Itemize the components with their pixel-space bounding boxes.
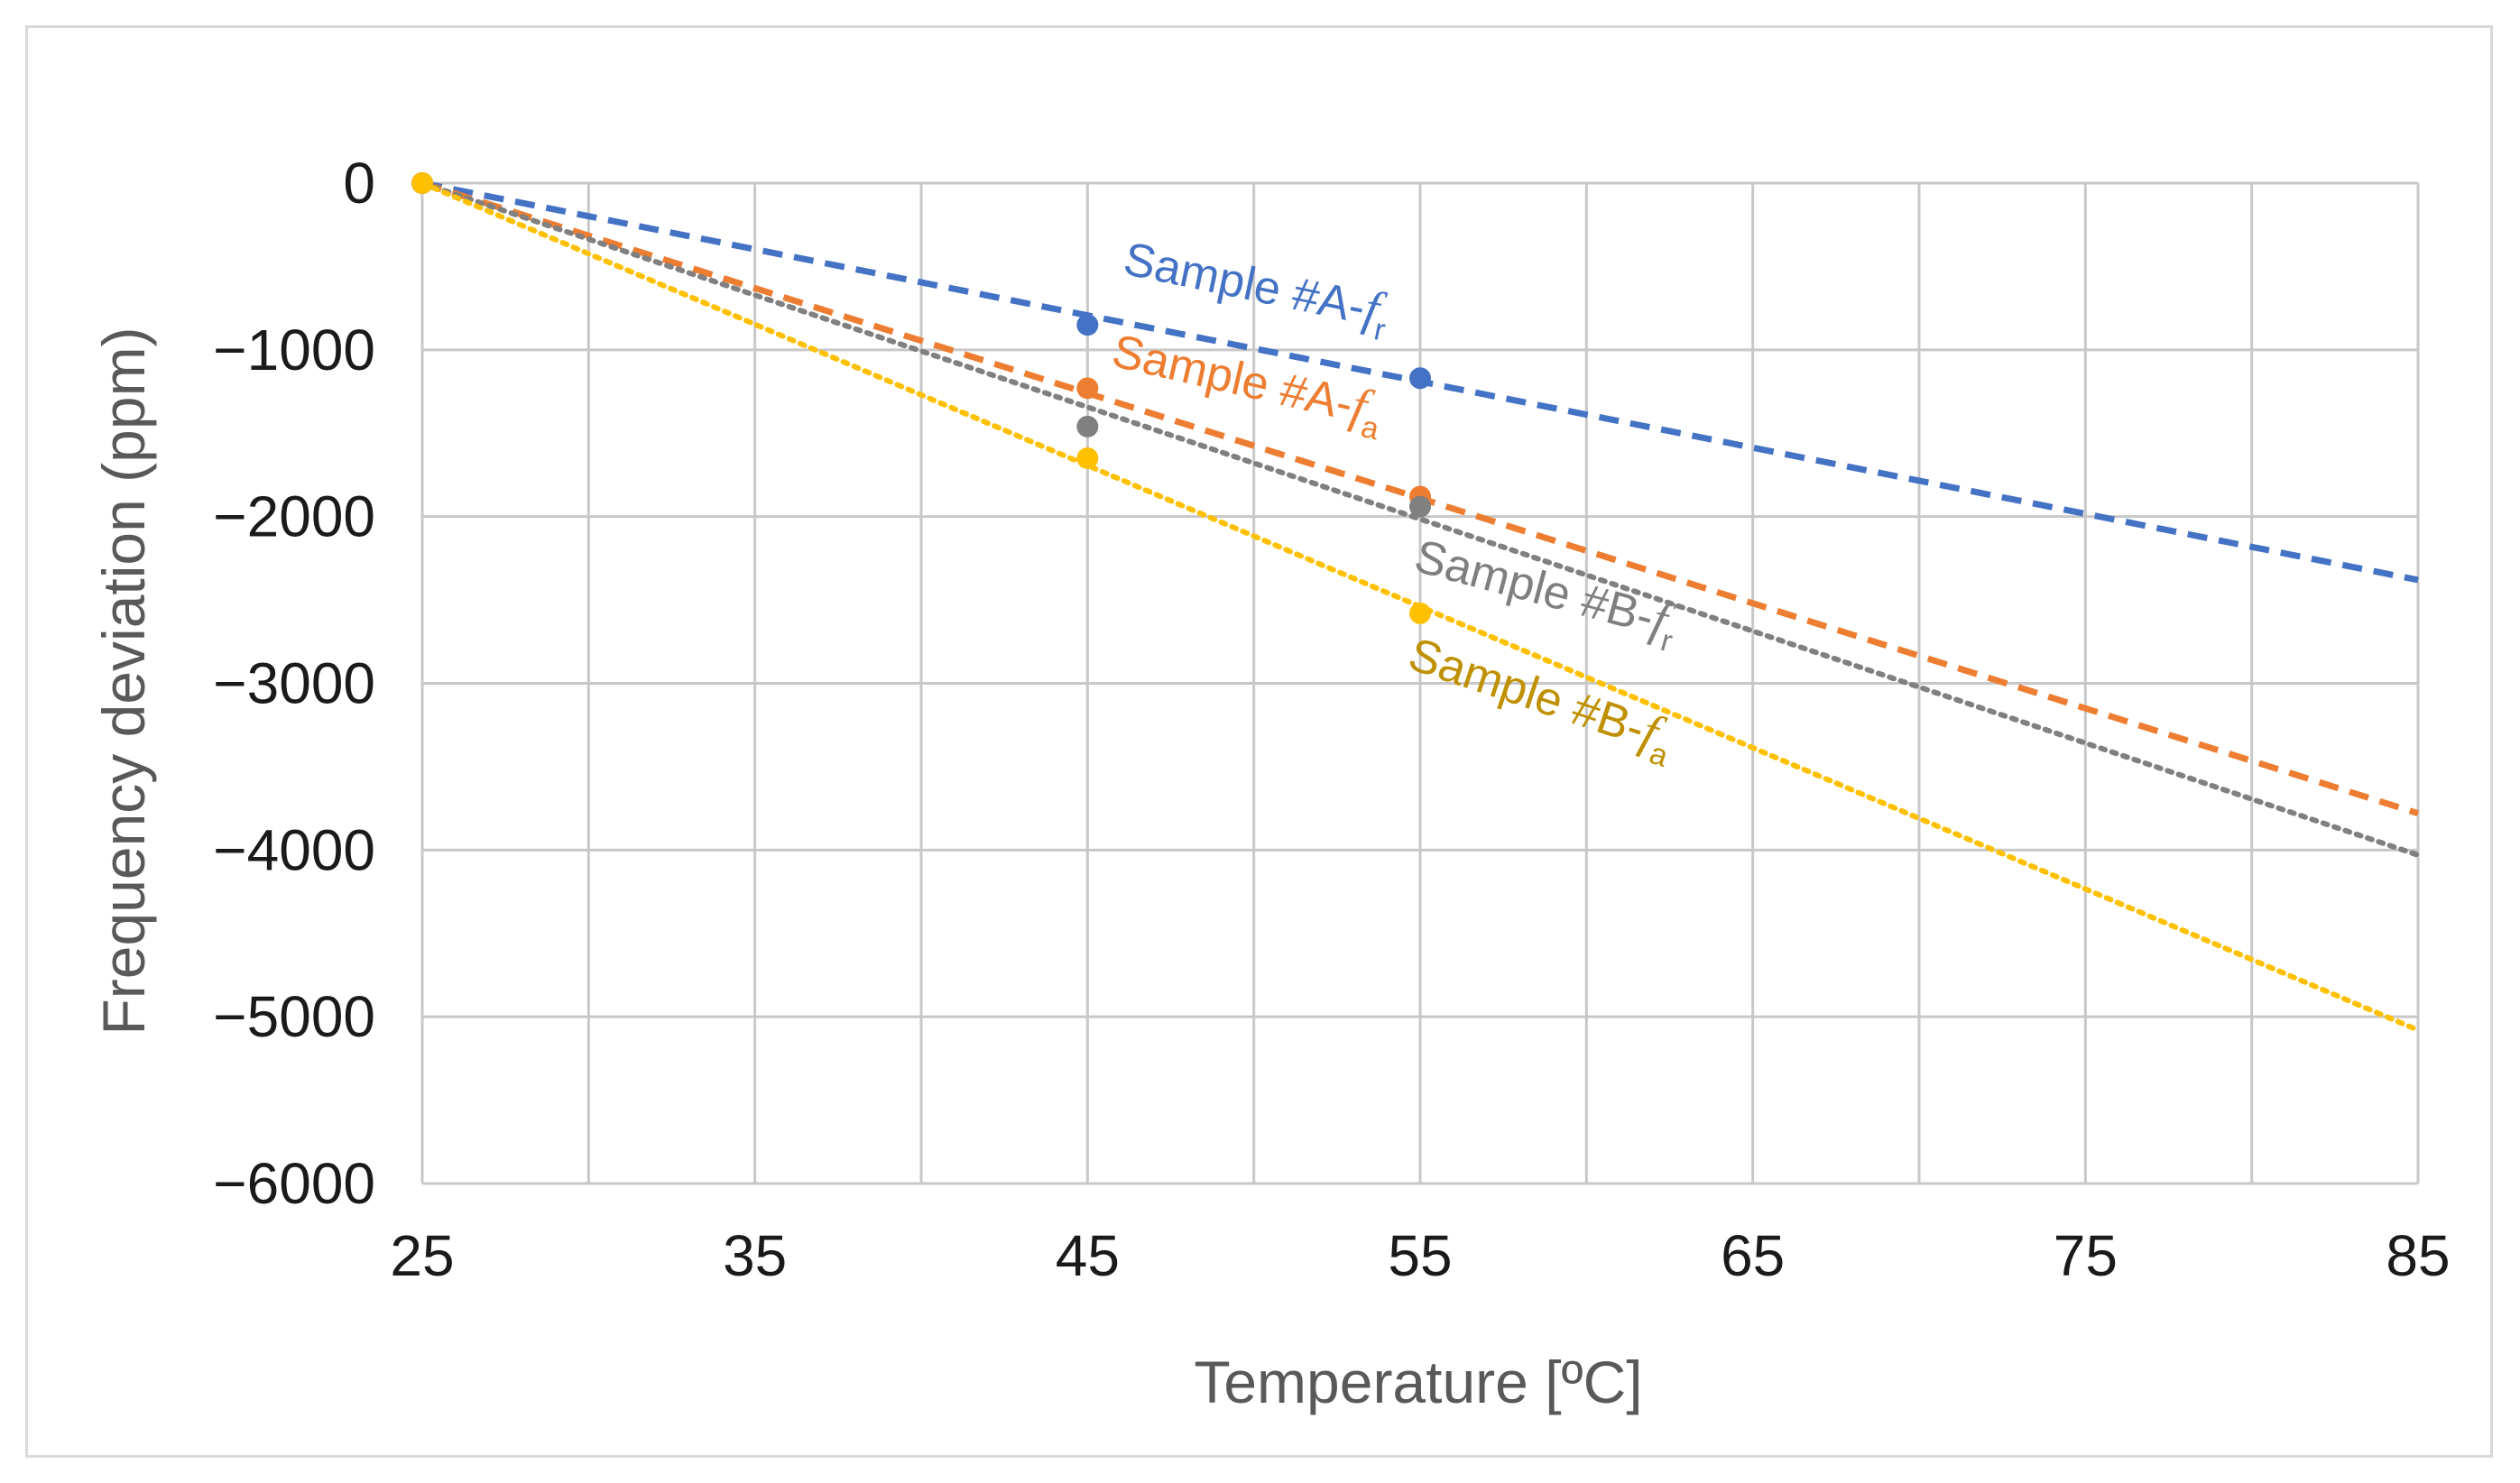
y-tick-label: 0 [343,151,375,216]
x-axis-title: Temperature [ºC] [1194,1349,1642,1415]
data-point-sample-a-fa [1076,377,1099,400]
data-point-sample-a-fr [1076,314,1099,336]
y-axis-ticks: 0 −1000 −2000 −3000 −4000 −5000 −6000 [213,151,375,1216]
y-tick-label: −5000 [213,984,375,1049]
y-tick-label: −2000 [213,484,375,549]
y-axis-title: Frequency deviation (ppm) [90,327,157,1035]
x-tick-label: 25 [390,1223,454,1288]
markers [411,172,1431,624]
x-tick-label: 55 [1388,1223,1452,1288]
y-tick-label: −3000 [213,651,375,716]
data-point-sample-a-fr [1409,367,1431,390]
data-point-sample-b-fa [411,172,433,194]
trendline-sample-b-fr [420,180,2421,858]
grid [420,181,2420,1185]
data-point-sample-b-fr [1076,415,1099,438]
y-tick-label: −4000 [213,817,375,882]
data-point-sample-b-fr [1409,495,1431,518]
data-point-sample-b-fa [1409,602,1431,624]
y-tick-label: −6000 [213,1151,375,1216]
series-label-sample-b-fa: Sample #B-fa [1399,626,1682,775]
x-tick-label: 65 [1721,1223,1785,1288]
x-tick-label: 35 [723,1223,787,1288]
x-tick-label: 85 [2386,1223,2450,1288]
x-axis-ticks: 25 35 45 55 65 75 85 [390,1223,2450,1288]
y-tick-label: −1000 [213,318,375,382]
series-label-sample-a-fr: Sample #A-fr [1118,230,1395,348]
data-point-sample-b-fa [1076,447,1099,469]
x-tick-label: 45 [1056,1223,1120,1288]
x-tick-label: 75 [2054,1223,2118,1288]
